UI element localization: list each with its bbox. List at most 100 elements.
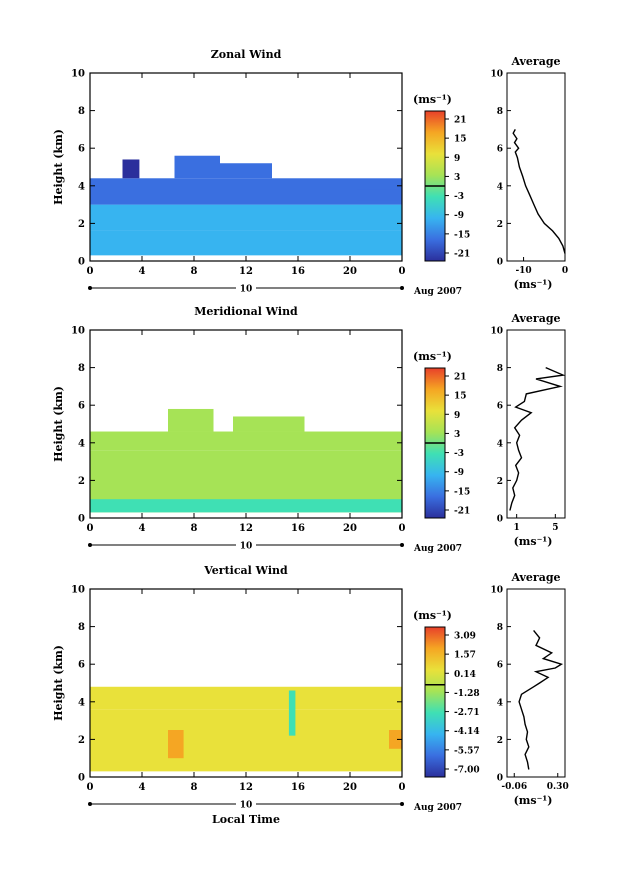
date-axis-end xyxy=(400,802,404,806)
heatmap-cell xyxy=(389,730,402,749)
colorbar-tick-label: -4.14 xyxy=(454,727,480,737)
heatmap-cell xyxy=(122,159,140,179)
heatmap-cell xyxy=(168,730,184,759)
date-day-label: 10 xyxy=(240,542,253,552)
date-axis-end xyxy=(88,543,92,547)
heatmap-cells xyxy=(90,686,402,772)
colorbar-unit: (ms⁻¹) xyxy=(413,93,452,106)
profile-x-label: (ms⁻¹) xyxy=(514,278,553,291)
profile-y-tick-label: 2 xyxy=(497,220,503,230)
date-day-bg xyxy=(236,282,256,293)
profile-frame xyxy=(506,72,566,262)
heatmap-cell xyxy=(233,416,305,432)
profile-y-tick-label: 8 xyxy=(497,364,503,374)
x-tick-label: 20 xyxy=(343,782,357,793)
profile-x-tick-label: 0 xyxy=(562,266,568,276)
date-day-bg xyxy=(236,539,256,550)
profile-y-tick-label: 4 xyxy=(497,439,503,449)
colorbar-tick-label: -3 xyxy=(454,449,464,459)
colorbar-tick-label: 1.57 xyxy=(454,651,476,661)
profile-x-tick-label: 0.30 xyxy=(547,782,569,792)
heatmap-cell xyxy=(90,686,402,710)
profile-x-tick-label: 1 xyxy=(514,523,520,533)
heatmap-cell xyxy=(272,461,311,481)
date-day-label: 10 xyxy=(240,801,253,811)
x-tick-label: 0 xyxy=(399,523,406,534)
x-tick-label: 0 xyxy=(87,266,94,277)
profile-x-tick-label: 5 xyxy=(552,523,558,533)
colorbar-unit: (ms⁻¹) xyxy=(413,350,452,363)
x-tick-label: 12 xyxy=(239,782,253,793)
colorbar-tick-label: 0.14 xyxy=(454,670,476,680)
colorbar-tick-label: 15 xyxy=(454,135,467,145)
x-tick-label: 0 xyxy=(399,782,406,793)
heatmap-cells xyxy=(90,155,402,256)
heatmap-cell xyxy=(288,690,296,736)
profile-x-label: (ms⁻¹) xyxy=(514,535,553,548)
profile-y-tick-label: 8 xyxy=(497,623,503,633)
colorbar-tick-label: -7.00 xyxy=(454,766,480,776)
y-tick-label: 6 xyxy=(78,401,85,412)
x-tick-label: 20 xyxy=(343,523,357,534)
x-tick-label: 0 xyxy=(87,782,94,793)
profile-x-tick-label: -10 xyxy=(515,266,531,276)
profile-y-tick-label: 10 xyxy=(490,327,503,337)
colorbar-tick-label: 3 xyxy=(454,173,460,183)
y-tick-label: 0 xyxy=(78,257,85,268)
colorbar-tick-label: 21 xyxy=(454,373,467,383)
y-tick-label: 8 xyxy=(78,363,85,374)
y-axis-label: Height (km) xyxy=(52,129,65,205)
colorbar-tick-label: -15 xyxy=(454,487,470,497)
heatmap-cell xyxy=(90,431,402,451)
profile-y-tick-label: 2 xyxy=(497,736,503,746)
y-tick-label: 8 xyxy=(78,622,85,633)
date-axis-end xyxy=(400,286,404,290)
date-axis-end xyxy=(88,802,92,806)
x-tick-label: 8 xyxy=(191,523,198,534)
x-tick-label: 8 xyxy=(191,266,198,277)
x-tick-label: 16 xyxy=(291,523,305,534)
profile-y-tick-label: 6 xyxy=(497,661,503,671)
colorbar-tick-label: -15 xyxy=(454,230,470,240)
colorbar-tick-label: -3 xyxy=(454,192,464,202)
profile-line xyxy=(518,629,564,770)
profile-line xyxy=(509,366,566,511)
colorbar-tick-label: -2.71 xyxy=(454,708,480,718)
date-axis-end xyxy=(400,543,404,547)
y-tick-label: 4 xyxy=(78,697,85,708)
y-tick-label: 0 xyxy=(78,514,85,525)
colorbar-tick-label: 3.09 xyxy=(454,632,476,642)
date-label: Aug 2007 xyxy=(413,803,462,813)
y-axis-label: Height (km) xyxy=(52,386,65,462)
profile-y-tick-label: 0 xyxy=(497,774,503,784)
profile-title: Average xyxy=(510,312,560,325)
x-tick-label: 4 xyxy=(139,266,146,277)
profile-line xyxy=(512,129,566,254)
colorbar xyxy=(424,626,446,778)
colorbar-tick-label: 21 xyxy=(454,116,467,126)
heatmap-cells xyxy=(90,408,402,513)
y-tick-label: 4 xyxy=(78,181,85,192)
date-day-label: 10 xyxy=(240,285,253,295)
x-tick-label: 20 xyxy=(343,266,357,277)
heatmap-cell xyxy=(90,204,402,231)
profile-x-tick-label: -0.06 xyxy=(501,782,527,792)
colorbar-tick-label: -21 xyxy=(454,250,470,260)
colorbar-tick-label: 15 xyxy=(454,392,467,402)
colorbar-tick-label: 3 xyxy=(454,430,460,440)
y-tick-label: 8 xyxy=(78,106,85,117)
colorbar-tick-label: 9 xyxy=(454,154,460,164)
y-tick-label: 2 xyxy=(78,735,85,746)
profile-y-tick-label: 8 xyxy=(497,107,503,117)
date-axis-end xyxy=(88,286,92,290)
date-label: Aug 2007 xyxy=(413,287,462,297)
y-tick-label: 10 xyxy=(71,585,85,596)
profile-y-tick-label: 2 xyxy=(497,477,503,487)
y-tick-label: 10 xyxy=(71,326,85,337)
chart-title: Zonal Wind xyxy=(211,48,282,61)
colorbar-tick-label: -21 xyxy=(454,507,470,517)
heatmap-cell xyxy=(90,709,402,772)
